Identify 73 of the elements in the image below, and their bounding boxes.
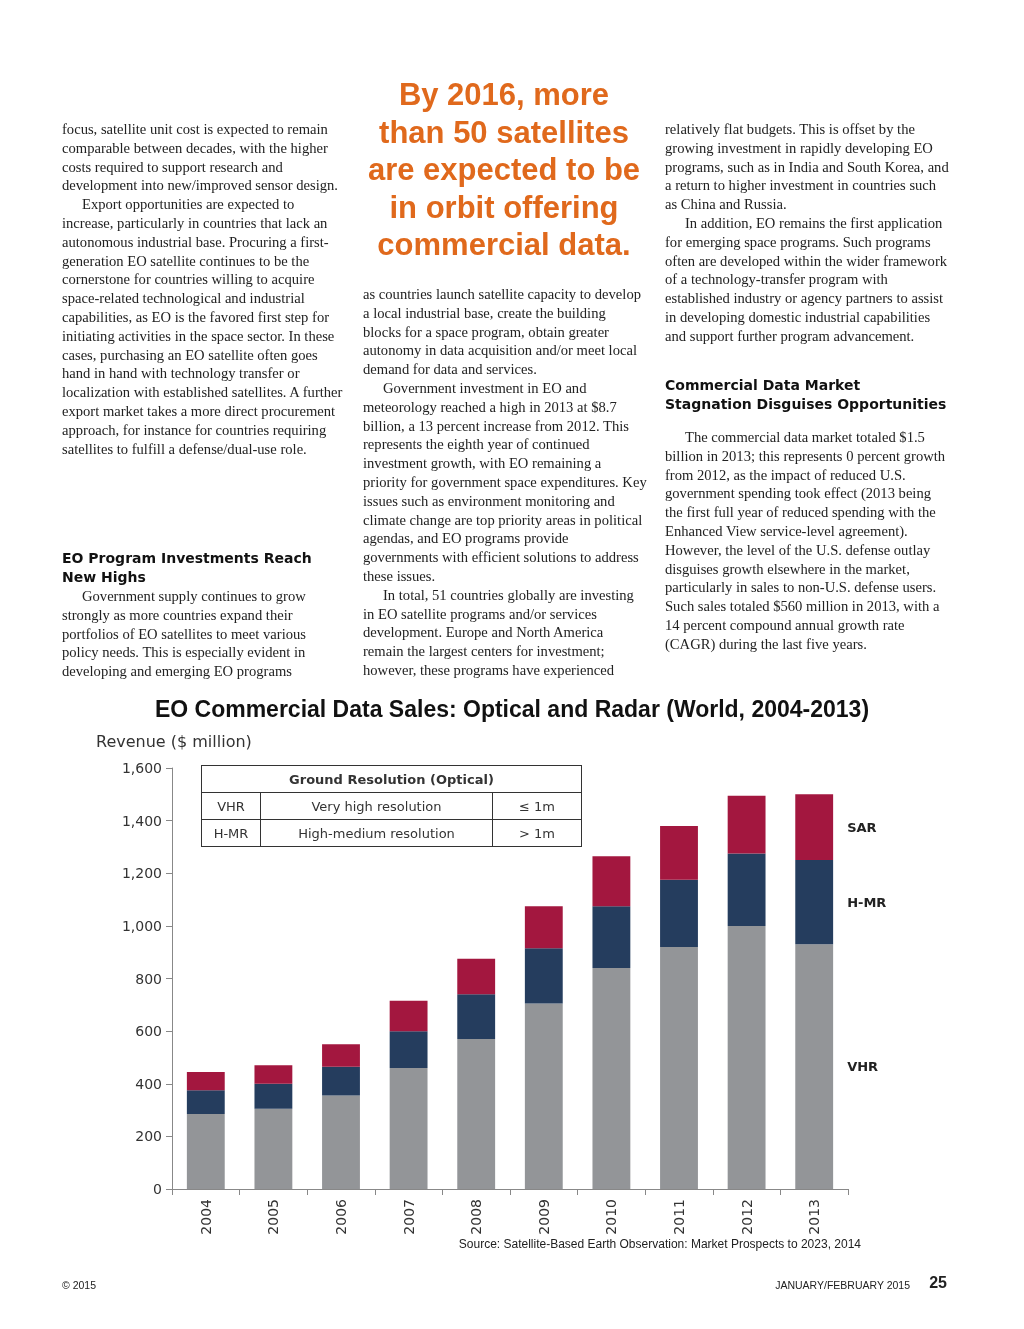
y-tick-label: 1,600	[121, 760, 162, 776]
annotation: H-MR	[201, 819, 261, 847]
bar	[592, 906, 631, 968]
y-tick-label: 1,000	[121, 917, 162, 934]
bar	[389, 1031, 428, 1068]
bar	[389, 1000, 428, 1032]
y-tick-label: 600	[135, 1023, 162, 1040]
bar	[186, 1071, 225, 1091]
text: Government supply continues to grow strongly as more countries expand their portfolios of EO satellites to meet various policy needs. This is especially evident in developing and emerging EO programs	[62, 587, 307, 681]
x-tick-label: 2005	[265, 1199, 282, 1235]
series-label: VHR	[847, 1059, 879, 1075]
x-tick-label: 2008	[468, 1199, 485, 1235]
x-tick-label: 2011	[671, 1199, 687, 1235]
bar	[389, 1067, 428, 1189]
x-tick-label: 2006	[333, 1198, 349, 1235]
bar	[660, 825, 698, 880]
y-tick-label: 400	[135, 1075, 162, 1092]
bar	[660, 879, 698, 947]
bar	[254, 1065, 293, 1084]
bar	[322, 1044, 360, 1067]
x-tick-label: 2010	[603, 1199, 620, 1235]
bar	[524, 948, 563, 1004]
text: Commercial Data Market Stagnation Disguises Opportunities	[665, 376, 948, 414]
bar	[660, 946, 698, 1189]
x-tick-label: 2004	[197, 1198, 214, 1235]
text: EO Program Investments Reach New Highs	[62, 549, 313, 587]
bar	[457, 1039, 496, 1189]
text: JANUARY/FEBRUARY 2015	[775, 1279, 910, 1291]
bar	[592, 856, 631, 907]
y-tick-label: 1,400	[121, 812, 162, 829]
x-tick-label: 2009	[535, 1199, 552, 1235]
annotation: Very high resolution	[260, 792, 493, 820]
bar	[186, 1114, 225, 1189]
y-tick-label: 0	[153, 1181, 162, 1197]
x-tick-label: 2012	[738, 1199, 755, 1235]
bar	[322, 1066, 360, 1096]
series-label: SAR	[847, 819, 877, 835]
bar	[254, 1083, 293, 1109]
source-note: Source: Satellite-Based Earth Observation: Market Prospects to 2023, 2014	[458, 1237, 861, 1251]
bar	[795, 860, 834, 945]
text: The commercial data market totaled $1.5 billion in 2013; this represents 0 percent growth from 2012, as the impact of reduced U.S. government spending took effect (2013 being the first full year of reduced spending with the Enhanced View service-level agreement). However, the level of the U.S. defense outlay disguises growth elsewhere in the market, particularly in sales to non-U.S. defense users. Such sales totaled $560 million in 2013, with a 14 percent compound annual growth rate (CAGR) during the last five years.	[665, 429, 946, 652]
text: focus, satellite unit cost is expected to remain comparable between decades, with the higher costs required to support research and development into new/improved sensor design. Export opportunities are expected to increase, particularly in countries that lack an autonomous industrial base. Procuring a first-generation EO satellite continues to be the cornerstone for countries willing to acquire space-related technological and industrial capabilities, as EO is the favored first step for initiating activities in the space sector. In these cases, purchasing an EO satellite often goes hand in hand with technology transfer or localization with established satellites. A further export market takes a more direct procurement approach, for instance for countries requiring satellites to fulfill a defense/dual-use role.	[62, 121, 343, 457]
bar	[727, 795, 766, 854]
text: 25	[929, 1274, 947, 1292]
bar	[186, 1090, 225, 1115]
bar	[524, 906, 563, 949]
bar	[592, 967, 631, 1189]
x-tick-label: 2013	[806, 1199, 823, 1235]
bar	[727, 925, 766, 1189]
annotation: High-medium resolution	[260, 819, 493, 847]
annotation: > 1m	[492, 819, 582, 847]
bar	[322, 1095, 360, 1189]
text: By 2016, more than 50 satellites are expected to be in orbit offering commercial data.	[366, 76, 642, 264]
y-tick-label: 200	[135, 1128, 162, 1145]
bar	[727, 853, 766, 926]
bar	[524, 1003, 563, 1189]
annotation: ≤ 1m	[492, 792, 582, 820]
y-tick-label: 800	[135, 970, 162, 987]
y-axis-title: Revenue ($ million)	[96, 731, 252, 751]
y-tick-label: 1,200	[121, 865, 162, 882]
series-label: H-MR	[847, 894, 887, 910]
chart-title: EO Commercial Data Sales: Optical and Radar (World, 2004-2013)	[154, 695, 870, 722]
bar	[457, 994, 496, 1040]
bar	[457, 958, 496, 995]
text: © 2015	[62, 1279, 97, 1291]
bar	[795, 794, 834, 861]
annotation: VHR	[201, 792, 261, 820]
bar	[254, 1108, 293, 1189]
annotation: Ground Resolution (Optical)	[201, 765, 582, 793]
text: as countries launch satellite capacity to develop a local industrial base, create the building blocks for a space program, obtain greater autonomy in data acquisition and/or meet local demand for data and services. Government investment in EO and meteorology reached a high in 2013 at $8.7 billion, a 13 percent increase from 2012. This represents the eighth year of continued investment growth, with EO remaining a priority for government space expenditures. Key issues such as environment monitoring and climate change are top priority areas in political agendas, and EO programs provide governments with efficient solutions to address these issues. In total, 51 countries globally are investing in EO satellite programs and/or services development. Europe and North America remain the largest centers for investment; however, these programs have experienced	[363, 286, 647, 678]
bar	[795, 944, 834, 1189]
x-tick-label: 2007	[400, 1199, 417, 1235]
text: relatively flat budgets. This is offset by the growing investment in rapidly developing EO programs, such as in India and South Korea, and a return to higher investment in countries such as China and Russia. In addition, EO remains the first application for emerging space programs. Such programs often are developed within the wider framework of a technology-transfer program with established industry or agency partners to assist in developing domestic industrial capabilities and support further program advancement.	[665, 121, 949, 344]
